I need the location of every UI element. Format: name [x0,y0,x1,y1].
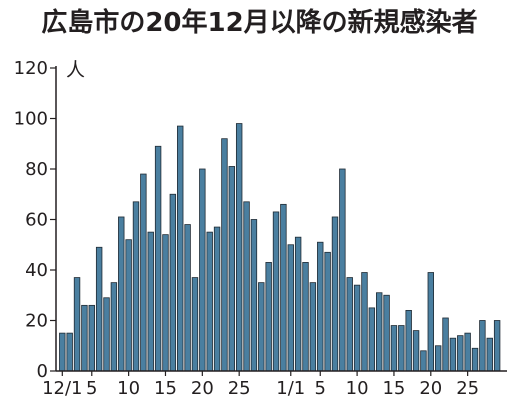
y-tick-label-120: 120 [14,58,48,79]
bar-1/8 [339,168,346,372]
bar-12/1 [59,332,66,372]
bar-12/28 [258,282,265,372]
y-tick-label-40: 40 [25,260,48,281]
bar-12/26 [243,201,250,372]
x-tick-label-50: 20 [419,378,442,399]
x-tick-label-9: 10 [117,378,140,399]
bar-12/12 [140,173,147,372]
bar-12/27 [250,219,258,372]
bar-12/25 [235,123,243,372]
bar-1/15 [390,325,398,372]
bar-12/19 [191,277,199,372]
bar-1/3 [302,262,309,372]
bar-12/5 [88,304,95,372]
bar-1/12 [368,307,376,372]
bar-12/16 [169,193,177,372]
bar-1/2 [294,236,302,372]
y-tick-label-60: 60 [25,210,48,231]
bar-1/1 [287,244,294,372]
bar-12/24 [228,166,236,372]
x-axis-ticks: 12/1 5 10 15 20 25 1/1 5 10 15 20 25 [42,371,479,399]
bar-1/7 [331,216,339,372]
bar-1/5 [317,241,324,372]
bar-1/9 [346,277,353,372]
x-tick-label-45: 15 [382,378,405,399]
bar-1/13 [376,292,383,372]
bar-12/6 [95,246,103,372]
bar-12/18 [184,224,191,372]
x-tick-label-24: 25 [228,378,251,399]
bar-1/29 [493,320,501,372]
bar-1/10 [353,284,361,372]
bar-1/28 [486,337,493,372]
x-tick-label-55: 25 [456,378,479,399]
bar-1/27 [479,320,486,372]
bar-12/4 [81,304,88,372]
bar-12/20 [199,168,206,372]
bar-1/17 [405,309,412,372]
bar-1/18 [412,330,420,372]
bar-12/10 [125,239,132,372]
x-tick-label-19: 20 [191,378,214,399]
y-tick-label-80: 80 [25,159,48,180]
bar-12/14 [154,145,162,372]
bar-1/26 [471,347,479,372]
bar-12/3 [73,277,81,372]
y-axis-ticks: 0 20 40 60 80 100 120 [14,58,56,382]
bar-1/25 [464,332,471,372]
bar-12/9 [118,216,125,372]
bar-1/21 [434,345,442,372]
y-tick-label-100: 100 [14,109,48,130]
bar-12/13 [147,231,154,372]
bar-12/23 [221,138,228,372]
bar-12/30 [272,211,280,372]
bar-1/20 [427,272,434,372]
y-axis-unit-label: 人 [66,59,85,81]
bar-1/11 [361,272,368,372]
y-tick-label-20: 20 [25,311,48,332]
bar-12/7 [103,297,110,372]
x-tick-label-40: 10 [346,378,369,399]
x-tick-label-14: 15 [154,378,177,399]
bar-12/22 [213,226,221,372]
bar-1/4 [309,282,317,372]
chart-title: 広島市の20年12月以降の新規感染者 [41,8,478,38]
bar-12/21 [206,231,213,372]
bar-1/24 [457,335,464,372]
bar-12/11 [132,201,140,372]
bar-12/31 [280,203,287,372]
x-tick-label-35: 5 [315,378,326,399]
bar-12/8 [110,282,118,372]
bar-12/2 [66,332,73,372]
x-tick-label-0: 12/1 [42,378,82,399]
bar-1/14 [383,294,390,372]
x-tick-label-31: 1/1 [276,378,305,399]
bar-1/19 [420,350,427,372]
bar-1/6 [324,251,331,372]
x-tick-label-4: 5 [86,378,97,399]
bar-12/17 [177,125,184,372]
bar-12/29 [265,262,272,372]
y-tick-label-0: 0 [37,361,48,382]
bar-1/16 [398,325,405,372]
bar-1/22 [442,317,449,372]
bar-12/15 [162,234,169,372]
bar-1/23 [449,337,457,372]
bars [59,123,501,372]
